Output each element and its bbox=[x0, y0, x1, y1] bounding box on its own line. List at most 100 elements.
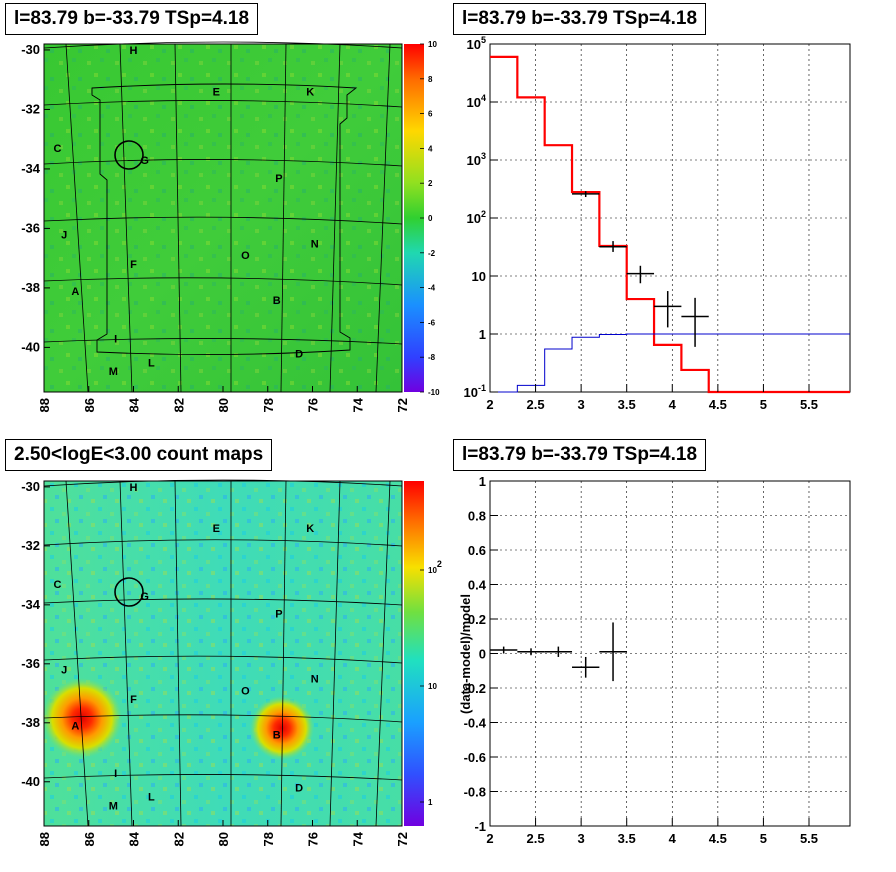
colorbar-tick-label: 10 bbox=[428, 682, 437, 691]
bl-source-b-blob bbox=[250, 696, 314, 760]
source-label: G bbox=[140, 155, 149, 167]
source-label: D bbox=[295, 783, 303, 795]
colorbar-tick-label: 10 bbox=[428, 40, 437, 49]
map-y-tick-label: -34 bbox=[21, 161, 41, 176]
source-label: H bbox=[130, 482, 138, 494]
tl-title: l=83.79 b=-33.79 TSp=4.18 bbox=[5, 3, 259, 35]
tl-roi-outline bbox=[91, 83, 358, 356]
map-y-tick-label: -40 bbox=[21, 774, 40, 789]
source-label: C bbox=[53, 579, 61, 591]
map-x-tick-label: 72 bbox=[395, 398, 410, 412]
map-x-tick-label: 84 bbox=[127, 397, 142, 412]
x-tick-label: 3.5 bbox=[618, 831, 636, 846]
bl-y-ticks: -30 -32 -34 -36 -38 -40 bbox=[21, 479, 50, 789]
source-label: J bbox=[61, 665, 67, 677]
map-y-tick-label: -30 bbox=[21, 479, 40, 494]
y-tick-label: 10-1 bbox=[464, 383, 486, 400]
y-tick-label: 10 bbox=[472, 269, 486, 284]
bl-x-ticks: 88 86 84 82 80 78 76 74 72 bbox=[37, 820, 410, 846]
bl-map-noise bbox=[44, 481, 402, 826]
bl-source-labels: H E K C G P J N O F A B I D L M bbox=[53, 482, 318, 812]
y-tick-label: 1 bbox=[479, 474, 486, 489]
map-y-tick-label: -30 bbox=[21, 42, 40, 57]
map-x-tick-label: 86 bbox=[82, 832, 97, 846]
y-tick-label: -0.8 bbox=[464, 785, 486, 800]
tr-spectrum: 2 2.5 3 3.5 4 4.5 5 5.5 10-1 1 10 102 103 104 105 bbox=[464, 35, 851, 412]
colorbar-tick-label: -6 bbox=[428, 318, 436, 327]
source-label: L bbox=[148, 357, 155, 369]
map-y-tick-label: -36 bbox=[21, 656, 40, 671]
bl-colorbar bbox=[404, 481, 424, 826]
source-label: I bbox=[114, 768, 117, 780]
x-tick-label: 4.5 bbox=[709, 397, 727, 412]
x-tick-label: 5 bbox=[760, 831, 767, 846]
map-y-tick-label: -34 bbox=[21, 597, 41, 612]
x-tick-label: 2.5 bbox=[527, 831, 545, 846]
y-tick-label: 0.4 bbox=[468, 578, 487, 593]
map-x-tick-label: 80 bbox=[216, 832, 231, 846]
x-tick-label: 3 bbox=[578, 397, 585, 412]
y-tick-label: 103 bbox=[467, 151, 486, 168]
map-x-tick-label: 74 bbox=[350, 397, 365, 412]
x-tick-label: 3.5 bbox=[618, 397, 636, 412]
x-tick-label: 5.5 bbox=[800, 397, 818, 412]
source-label: F bbox=[130, 259, 137, 271]
colorbar-tick-label: 8 bbox=[428, 75, 433, 84]
map-y-tick-label: -32 bbox=[21, 101, 40, 116]
br-points bbox=[490, 622, 627, 682]
colorbar-tick-label: 0 bbox=[428, 214, 433, 223]
y-tick-label: 1 bbox=[479, 327, 486, 342]
x-tick-label: 4 bbox=[669, 397, 677, 412]
tl-colorbar bbox=[404, 44, 424, 392]
y-tick-label: 0.8 bbox=[468, 509, 486, 524]
bl-title: 2.50<logE<3.00 count maps bbox=[5, 439, 273, 471]
source-label: C bbox=[53, 143, 61, 155]
source-label: G bbox=[140, 591, 149, 603]
source-label: E bbox=[213, 523, 220, 535]
bl-source-a-blob bbox=[42, 678, 122, 758]
tr-series bbox=[490, 55, 850, 394]
source-label: F bbox=[130, 694, 137, 706]
tl-map-grid bbox=[43, 41, 403, 393]
x-tick-label: 4 bbox=[669, 831, 677, 846]
source-label: D bbox=[295, 348, 303, 360]
source-label: O bbox=[241, 250, 250, 262]
map-x-tick-label: 88 bbox=[37, 398, 52, 412]
map-x-tick-label: 74 bbox=[350, 831, 365, 846]
x-tick-label: 5 bbox=[760, 397, 767, 412]
colorbar-tick-label: 4 bbox=[428, 144, 433, 153]
bl-colorbar-ticks: 102 10 1 bbox=[420, 559, 442, 807]
source-label: M bbox=[109, 800, 118, 812]
y-tick-label: 0.2 bbox=[468, 612, 486, 627]
map-x-tick-label: 78 bbox=[261, 832, 276, 846]
y-tick-label: 102 bbox=[467, 209, 486, 226]
tl-x-ticks: 88 86 84 82 80 78 76 74 72 bbox=[37, 386, 410, 412]
br-y-axis-label: (data-model)/model bbox=[458, 594, 473, 714]
br-title: l=83.79 b=-33.79 TSp=4.18 bbox=[453, 439, 707, 471]
source-label: P bbox=[275, 173, 282, 185]
y-tick-label: 105 bbox=[467, 35, 486, 52]
br-axis-ticks: 2 2.5 3 3.5 4 4.5 5 5.5 1 0.8 0.6 0.4 0.2 0 -0.2 -0.4 -0… bbox=[464, 474, 818, 846]
colorbar-tick-label: 102 bbox=[428, 559, 442, 575]
map-x-tick-label: 82 bbox=[171, 398, 186, 412]
bl-target-circle bbox=[114, 577, 144, 607]
tl-target-circle bbox=[114, 140, 144, 170]
x-tick-label: 4.5 bbox=[709, 831, 727, 846]
colorbar-tick-label: -8 bbox=[428, 353, 436, 362]
map-y-tick-label: -38 bbox=[21, 280, 40, 295]
map-y-tick-label: -40 bbox=[21, 339, 40, 354]
tl-source-labels: H E K C G P J N O F A B I D L M bbox=[53, 45, 318, 378]
br-grid bbox=[490, 481, 850, 826]
y-tick-label: -0.2 bbox=[464, 681, 486, 696]
bl-map-grid bbox=[43, 479, 403, 827]
source-label: J bbox=[61, 229, 67, 241]
map-x-tick-label: 80 bbox=[216, 398, 231, 412]
map-x-tick-label: 88 bbox=[37, 832, 52, 846]
y-tick-label: -1 bbox=[474, 819, 486, 834]
source-label: O bbox=[241, 685, 250, 697]
source-label: K bbox=[306, 87, 314, 99]
map-x-tick-label: 76 bbox=[306, 398, 321, 412]
source-label: A bbox=[71, 286, 79, 298]
